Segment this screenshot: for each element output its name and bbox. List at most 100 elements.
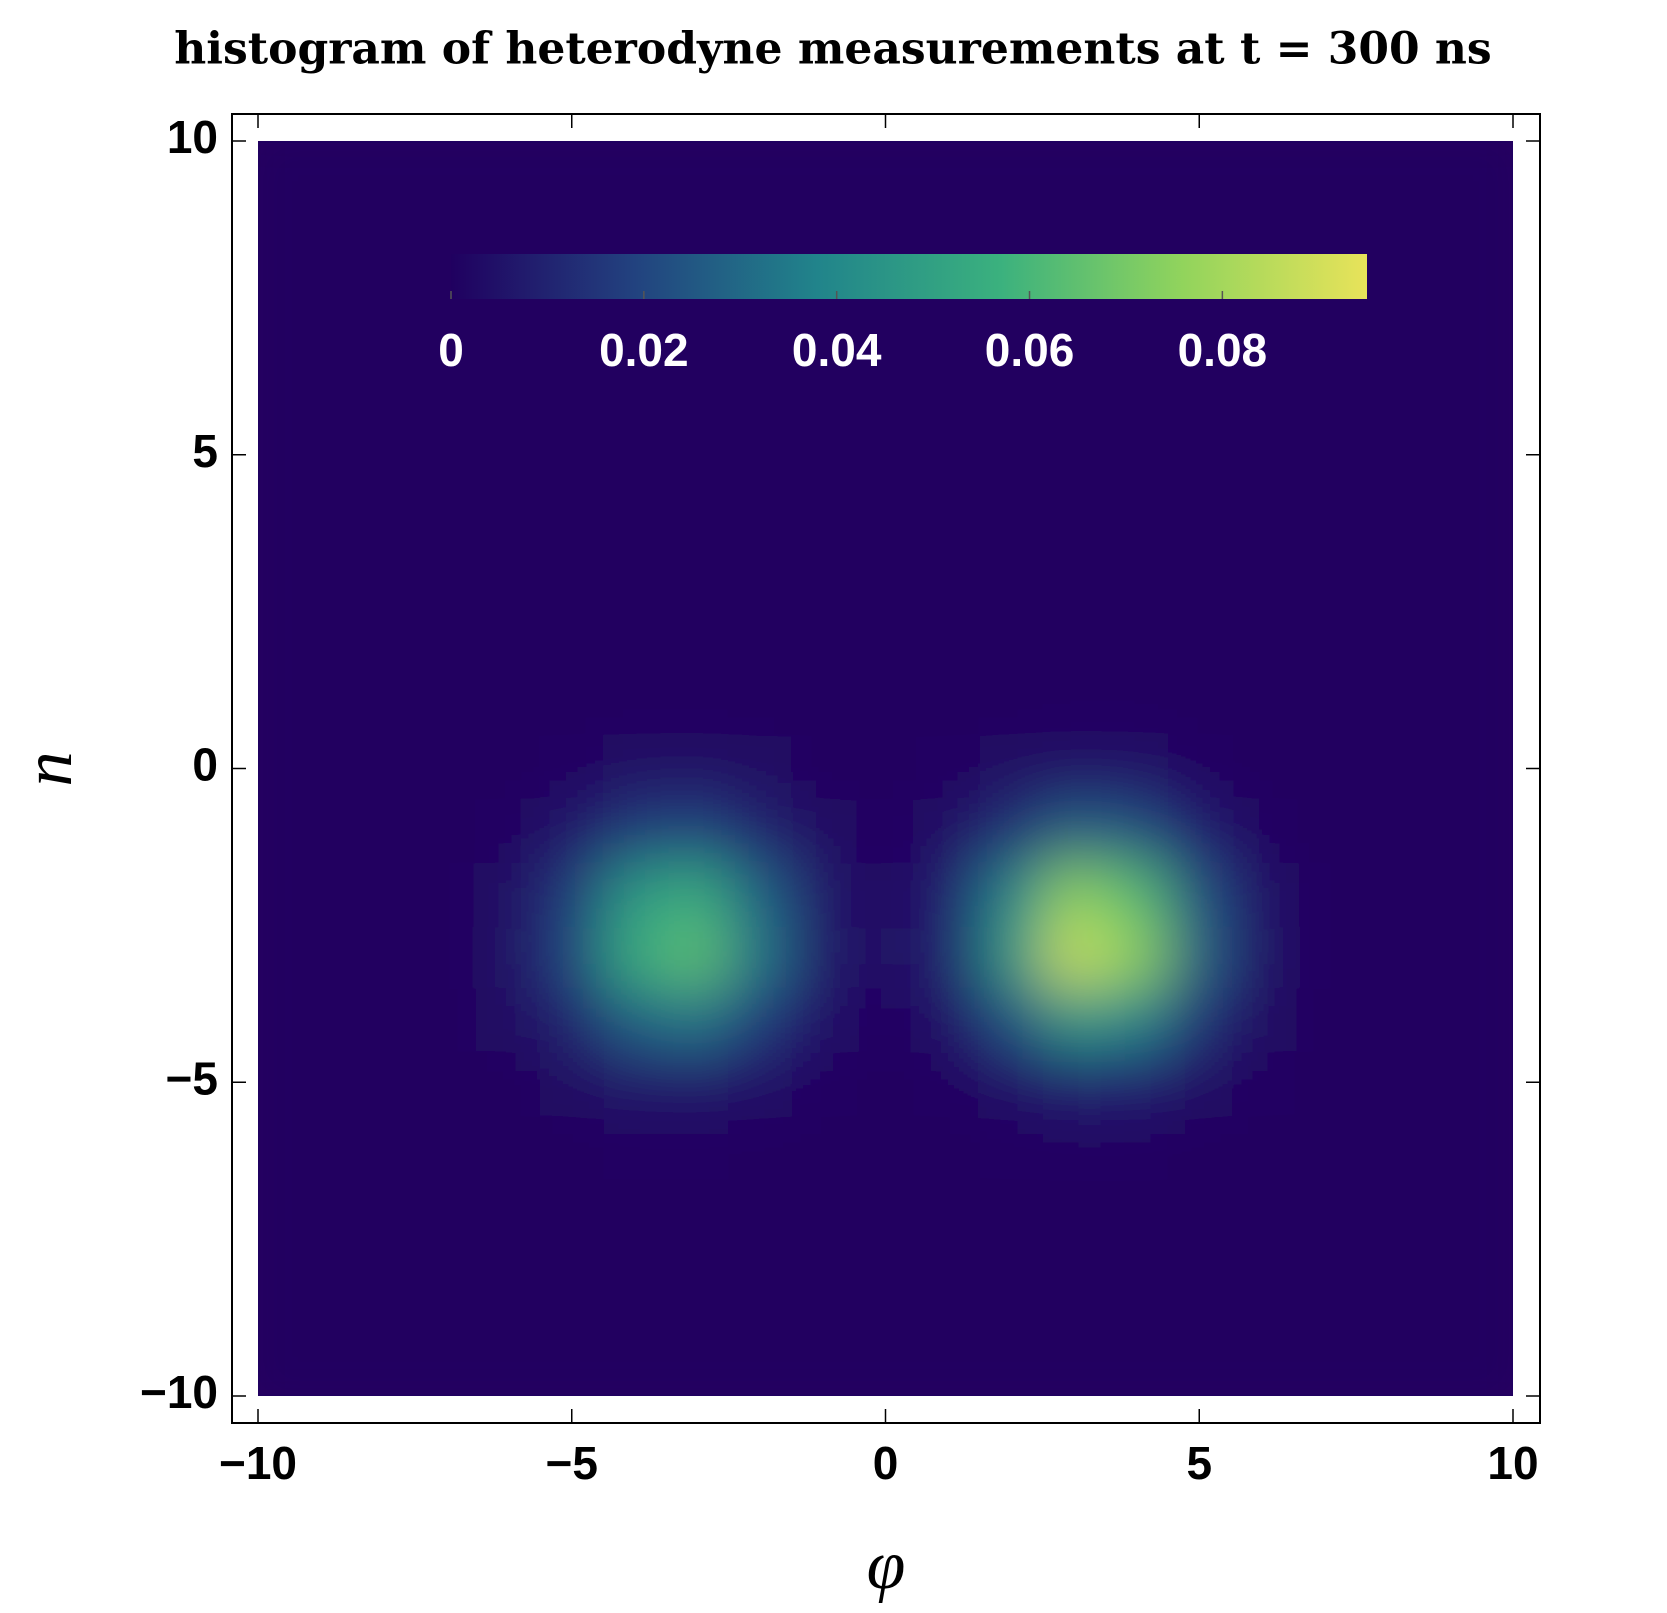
density-cell	[352, 297, 416, 362]
density-cell	[1167, 1301, 1232, 1366]
density-cell	[1230, 1364, 1294, 1396]
density-cell	[665, 548, 730, 613]
density-cell	[916, 360, 981, 424]
density-cell	[1167, 925, 1232, 989]
density-cell	[414, 1050, 479, 1115]
density-cell	[1356, 297, 1420, 362]
density-cell	[979, 141, 1043, 173]
density-cell	[289, 486, 353, 550]
density-cell	[1167, 862, 1232, 926]
density-cell	[1356, 172, 1420, 236]
density-cell	[1293, 611, 1357, 675]
density-cell	[1293, 925, 1357, 989]
density-cell	[1105, 1050, 1169, 1115]
density-cell	[1418, 486, 1483, 550]
density-cell	[916, 862, 981, 926]
density-cell	[791, 799, 855, 864]
density-cell	[258, 799, 290, 864]
density-cell	[352, 1364, 416, 1396]
density-cell	[258, 1301, 290, 1366]
density-cell	[1230, 172, 1294, 236]
density-cell	[414, 1113, 479, 1177]
density-cell	[1481, 360, 1513, 424]
density-cell	[603, 1364, 667, 1396]
density-cell	[352, 141, 416, 173]
density-cell	[352, 548, 416, 613]
density-cell	[854, 486, 918, 550]
density-cell	[1481, 235, 1513, 299]
density-cell	[916, 1050, 981, 1115]
density-cell	[916, 172, 981, 236]
colorbar-tick-label: 0.02	[599, 324, 689, 376]
density-cell	[258, 486, 290, 550]
density-cell	[603, 1301, 667, 1366]
density-cell	[665, 1176, 730, 1240]
y-axis-label: n	[10, 752, 87, 787]
density-cell	[1042, 1364, 1106, 1396]
density-cell	[1230, 611, 1294, 675]
density-cell	[791, 1176, 855, 1240]
density-cell	[352, 486, 416, 550]
density-cell	[603, 297, 667, 362]
density-cell	[477, 360, 541, 424]
density-cell	[1293, 172, 1357, 236]
density-cell	[289, 925, 353, 989]
density-cell	[352, 611, 416, 675]
density-cell	[1418, 988, 1483, 1052]
density-cell	[979, 486, 1043, 550]
density-cell	[352, 737, 416, 801]
density-cell	[1230, 486, 1294, 550]
density-cell	[352, 1113, 416, 1177]
density-cell	[1167, 1113, 1232, 1177]
density-cell	[791, 1113, 855, 1177]
density-cell	[854, 799, 918, 864]
density-cell	[477, 1364, 541, 1396]
x-tick-label: −5	[546, 1437, 598, 1489]
density-cell	[728, 988, 792, 1052]
density-cell	[979, 1301, 1043, 1366]
density-cell	[791, 988, 855, 1052]
density-cell	[1230, 360, 1294, 424]
density-cell	[1356, 1239, 1420, 1303]
density-cell	[791, 737, 855, 801]
density-cell	[1167, 988, 1232, 1052]
density-cell	[1167, 360, 1232, 424]
density-cell	[258, 297, 290, 362]
density-cell	[979, 799, 1043, 864]
density-cell	[1167, 1239, 1232, 1303]
density-cell	[854, 1301, 918, 1366]
density-cell	[540, 486, 604, 550]
density-cell	[289, 548, 353, 613]
density-cell	[1418, 674, 1483, 738]
density-cell	[979, 172, 1043, 236]
density-cell	[289, 1301, 353, 1366]
density-cell	[916, 548, 981, 613]
density-cell	[916, 799, 981, 864]
density-cell	[1356, 611, 1420, 675]
density-cell	[414, 1364, 479, 1396]
density-cell	[1167, 799, 1232, 864]
density-cell	[414, 925, 479, 989]
density-cell	[352, 360, 416, 424]
density-cell	[979, 297, 1043, 362]
density-cell	[1481, 141, 1513, 173]
density-cell	[728, 862, 792, 926]
density-cell	[854, 141, 918, 173]
density-cell	[540, 548, 604, 613]
density-cell	[1481, 1301, 1513, 1366]
density-cell	[477, 297, 541, 362]
density-cell	[1356, 1050, 1420, 1115]
density-cell	[979, 674, 1043, 738]
density-cell	[477, 423, 541, 487]
density-cell	[477, 548, 541, 613]
density-cell	[854, 925, 918, 989]
density-cell	[728, 611, 792, 675]
density-cell	[1230, 141, 1294, 173]
density-cell	[414, 486, 479, 550]
density-cell	[477, 988, 541, 1052]
density-cell	[665, 799, 730, 864]
density-cell	[854, 1113, 918, 1177]
density-cell	[665, 360, 730, 424]
density-cell	[1418, 1176, 1483, 1240]
